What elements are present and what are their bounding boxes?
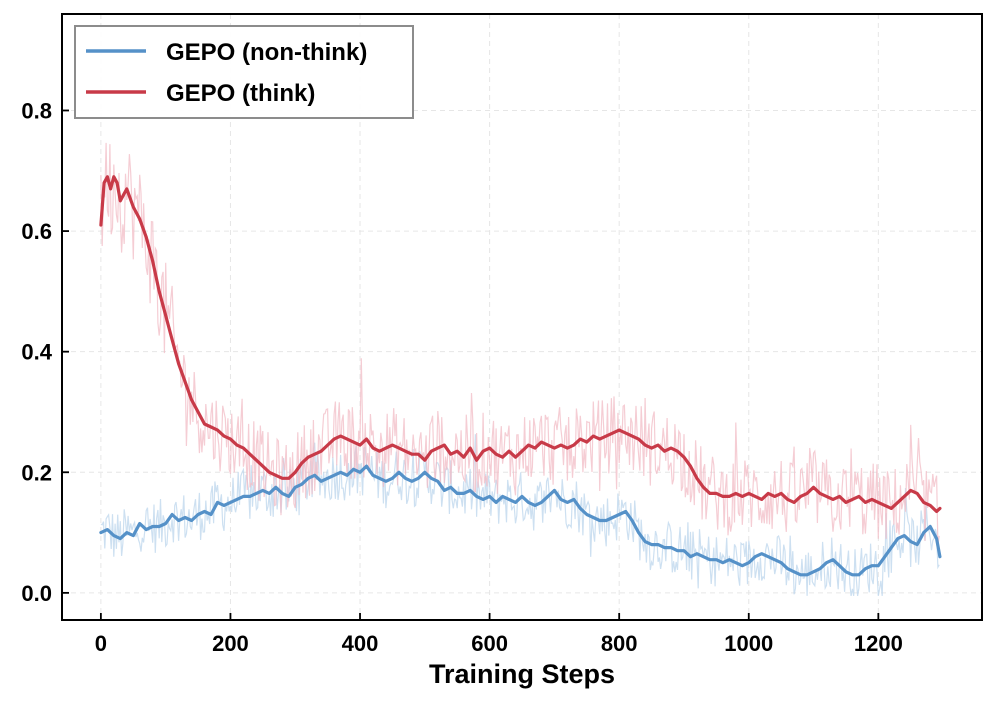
y-tick-label-2: 0.4: [21, 340, 52, 365]
legend: GEPO (non-think) GEPO (think): [74, 25, 414, 119]
legend-label-1: GEPO (non-think): [166, 39, 367, 66]
legend-box: [74, 25, 414, 119]
raw-noise-layer: [100, 142, 940, 597]
y-tick-label-4: 0.8: [21, 98, 52, 123]
y-tick-label-3: 0.6: [21, 219, 52, 244]
x-tick-label-3: 600: [471, 631, 508, 656]
legend-label-2: GEPO (think): [166, 80, 315, 107]
x-tick-label-0: 0: [95, 631, 107, 656]
x-tick-label-6: 1200: [854, 631, 903, 656]
x-axis-title: Training Steps: [429, 659, 615, 689]
axis-ticks: 0 200 400 600 800 1000 1200 0.0 0.2 0.4 0.6 0.8: [21, 98, 902, 656]
series-raw-2: [100, 142, 940, 546]
series-lines: [99, 175, 942, 577]
series-line-2: [99, 175, 942, 514]
plot-frame: [61, 13, 983, 621]
series-raw-1: [100, 434, 940, 597]
x-tick-label-4: 800: [601, 631, 638, 656]
x-tick-label-1: 200: [212, 631, 249, 656]
x-tick-label-5: 1000: [724, 631, 773, 656]
series-line-1: [99, 464, 942, 577]
x-tick-label-2: 400: [342, 631, 379, 656]
y-tick-label-1: 0.2: [21, 460, 52, 485]
y-tick-label-0: 0.0: [21, 581, 52, 606]
